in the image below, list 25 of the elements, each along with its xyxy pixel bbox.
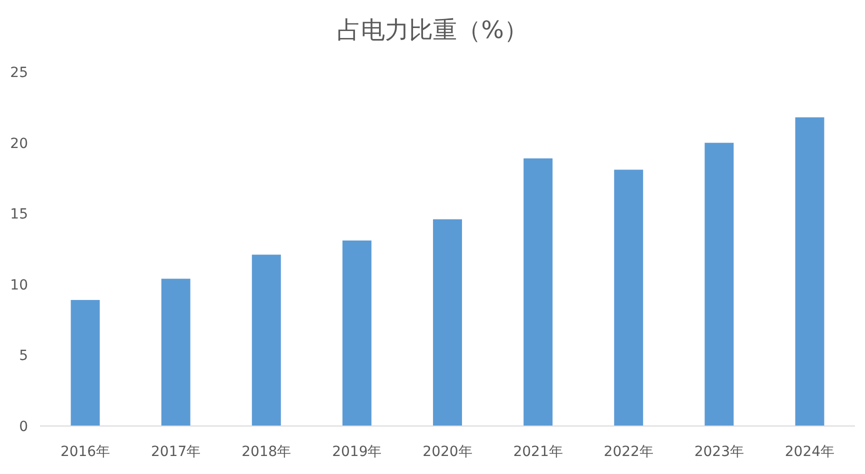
chart-title: 占电力比重（%）	[337, 16, 528, 44]
bar	[433, 219, 462, 426]
y-tick-label: 15	[10, 206, 28, 223]
bar	[704, 142, 734, 426]
bar	[70, 300, 100, 426]
bar	[252, 254, 281, 426]
y-tick-label: 10	[10, 277, 28, 294]
bar	[342, 240, 372, 426]
x-tick-label: 2020年	[422, 444, 472, 460]
bar	[614, 170, 644, 426]
bar	[161, 278, 190, 426]
y-tick-label: 25	[10, 65, 28, 81]
x-tick-label: 2021年	[513, 444, 563, 460]
y-tick-label: 0	[19, 419, 28, 435]
y-tick-label: 5	[19, 348, 28, 364]
x-tick-label: 2017年	[151, 444, 201, 460]
y-tick-label: 20	[10, 136, 28, 152]
x-tick-label: 2024年	[784, 444, 835, 460]
x-tick-label: 2022年	[604, 444, 654, 460]
x-tick-label: 2019年	[332, 444, 382, 460]
bar	[795, 117, 824, 426]
bar	[524, 158, 553, 426]
x-tick-label: 2023年	[694, 444, 744, 460]
x-tick-label: 2018年	[242, 444, 292, 460]
x-tick-label: 2016年	[60, 444, 110, 460]
